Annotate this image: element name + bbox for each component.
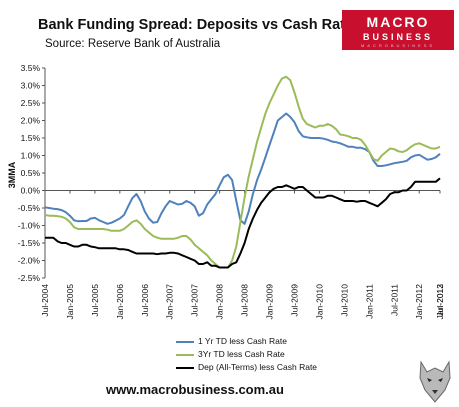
x-tick-label: Jan-2009 xyxy=(265,284,275,320)
x-tick-label: Jul-2012 xyxy=(435,284,445,317)
x-tick-label: Jan-2010 xyxy=(314,284,324,320)
x-tick-label: Jul-2008 xyxy=(240,284,250,317)
x-tick-label: Jan-2013 xyxy=(435,284,445,320)
legend-swatch xyxy=(176,367,194,369)
y-tick-label: 0.5% xyxy=(21,168,41,178)
macrobusiness-logo: MACRO BUSINESS MACROBUSINESS xyxy=(342,10,454,50)
legend-swatch xyxy=(176,354,194,356)
y-tick-label: -1.5% xyxy=(18,238,41,248)
logo-subtext: MACROBUSINESS xyxy=(360,43,436,48)
logo-text-business: BUSINESS xyxy=(362,32,433,42)
chart-source: Source: Reserve Bank of Australia xyxy=(45,38,221,50)
legend-label: 1 Yr TD less Cash Rate xyxy=(198,336,287,346)
y-tick-label: -0.5% xyxy=(18,203,41,213)
y-tick-label: -2.0% xyxy=(18,256,41,266)
logo-text-macro: MACRO xyxy=(366,14,430,30)
x-tick-label: Jul-2011 xyxy=(389,284,399,316)
x-tick-label: Jan-2005 xyxy=(65,284,75,320)
x-tick-label: Jul-2010 xyxy=(339,284,349,317)
x-tick-label: Jan-2008 xyxy=(215,284,225,320)
y-tick-label: 2.5% xyxy=(21,98,41,108)
website-footer: www.macrobusiness.com.au xyxy=(106,382,284,397)
x-tick-label: Jan-2011 xyxy=(364,284,374,319)
y-tick-label: 1.5% xyxy=(21,133,41,143)
legend-swatch xyxy=(176,341,194,343)
series-line-3 xyxy=(45,177,441,269)
y-tick-label: 3.5% xyxy=(21,63,41,73)
x-tick-label: Jul-2006 xyxy=(140,284,150,317)
x-tick-label: Jul-2004 xyxy=(40,284,50,317)
y-tick-label: 3.0% xyxy=(21,81,41,91)
x-tick-label: Jul-2009 xyxy=(289,284,299,317)
y-tick-label: 1.0% xyxy=(21,151,41,161)
y-tick-label: -2.5% xyxy=(18,273,41,283)
series-line-2 xyxy=(44,75,441,269)
x-tick-label: Jul-2007 xyxy=(190,284,200,317)
y-tick-label: 2.0% xyxy=(21,116,41,126)
y-tick-label: 0.0% xyxy=(21,186,41,196)
chart-title: Bank Funding Spread: Deposits vs Cash Ra… xyxy=(38,17,354,33)
legend-label: Dep (All-Terms) less Cash Rate xyxy=(198,362,318,372)
series-line-1 xyxy=(44,112,441,225)
wolf-logo-icon xyxy=(419,360,451,403)
x-tick-label: Jan-2007 xyxy=(165,284,175,320)
x-tick-label: Jul-2005 xyxy=(90,284,100,317)
legend-label: 3Yr TD less Cash Rate xyxy=(198,349,285,359)
x-tick-label: Jan-2012 xyxy=(414,284,424,320)
x-tick-label: Jan-2006 xyxy=(115,284,125,320)
y-tick-label: -1.0% xyxy=(18,221,41,231)
